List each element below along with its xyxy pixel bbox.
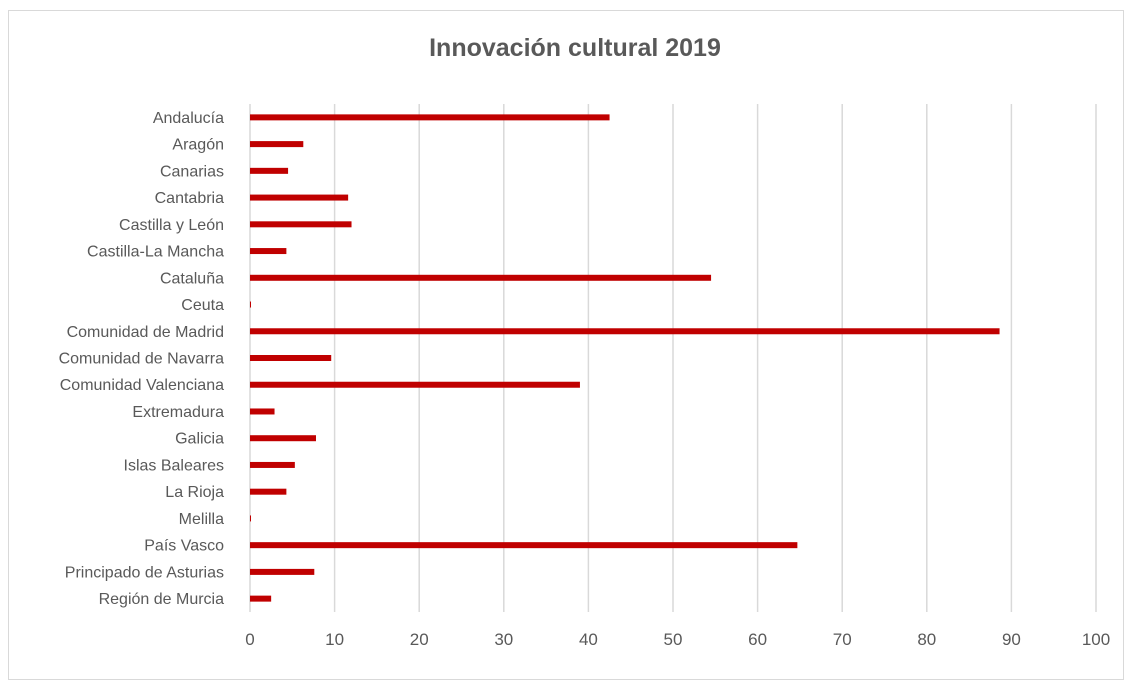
- bar: [250, 435, 316, 442]
- bar: [250, 568, 315, 575]
- chart-title: Innovación cultural 2019: [429, 34, 721, 62]
- category-label: Región de Murcia: [99, 591, 225, 608]
- category-label: Cantabria: [155, 190, 224, 207]
- category-label: Galicia: [175, 431, 224, 448]
- x-tick-label: 80: [917, 630, 936, 649]
- bars: [250, 114, 1000, 602]
- x-tick-label: 50: [664, 630, 683, 649]
- bar: [250, 488, 287, 495]
- category-label: Extremadura: [132, 404, 224, 421]
- bar: [250, 301, 251, 308]
- category-label: Islas Baleares: [124, 457, 225, 474]
- bar: [250, 595, 272, 602]
- x-tick-labels: 0 10 20 30 40 50 60 70 80 90 100: [245, 630, 1110, 649]
- category-label: Comunidad de Madrid: [67, 324, 224, 341]
- chart-frame: [8, 10, 1124, 680]
- category-label: Ceuta: [181, 297, 224, 314]
- bar: [250, 274, 712, 281]
- bar: [250, 461, 295, 468]
- x-tick-label: 30: [494, 630, 513, 649]
- category-labels: Andalucía Aragón Canarias Cantabria Castilla…: [59, 110, 225, 608]
- bar: [250, 328, 1000, 335]
- category-label: La Rioja: [165, 484, 224, 501]
- category-label: Castilla-La Mancha: [87, 244, 224, 261]
- x-tick-label: 100: [1082, 630, 1110, 649]
- bar: [250, 408, 275, 415]
- bar: [250, 167, 289, 174]
- bar: [250, 221, 352, 228]
- category-label: Andalucía: [153, 110, 224, 127]
- bar: [250, 542, 798, 549]
- bar: [250, 248, 287, 255]
- bar: [250, 194, 349, 201]
- category-label: Comunidad Valenciana: [60, 377, 224, 394]
- bar: [250, 141, 304, 148]
- category-label: Principado de Asturias: [65, 564, 224, 581]
- x-tick-label: 70: [833, 630, 852, 649]
- x-tick-label: 60: [748, 630, 767, 649]
- category-label: Melilla: [179, 511, 224, 528]
- category-label: País Vasco: [144, 538, 224, 555]
- x-tick-label: 20: [410, 630, 429, 649]
- category-label: Cataluña: [160, 270, 224, 287]
- category-label: Canarias: [160, 163, 224, 180]
- category-label: Aragón: [172, 137, 224, 154]
- bar: [250, 114, 610, 121]
- bar-chart: Andalucía Aragón Canarias Cantabria Castilla…: [59, 104, 1110, 649]
- category-label: Castilla y León: [119, 217, 224, 234]
- x-tick-label: 10: [325, 630, 344, 649]
- gridlines: [249, 104, 1097, 612]
- bar: [250, 515, 251, 522]
- x-tick-label: 90: [1002, 630, 1021, 649]
- x-tick-label: 40: [579, 630, 598, 649]
- bar: [250, 355, 332, 361]
- category-label: Comunidad de Navarra: [59, 351, 225, 368]
- bar: [250, 381, 580, 388]
- x-tick-label: 0: [245, 630, 254, 649]
